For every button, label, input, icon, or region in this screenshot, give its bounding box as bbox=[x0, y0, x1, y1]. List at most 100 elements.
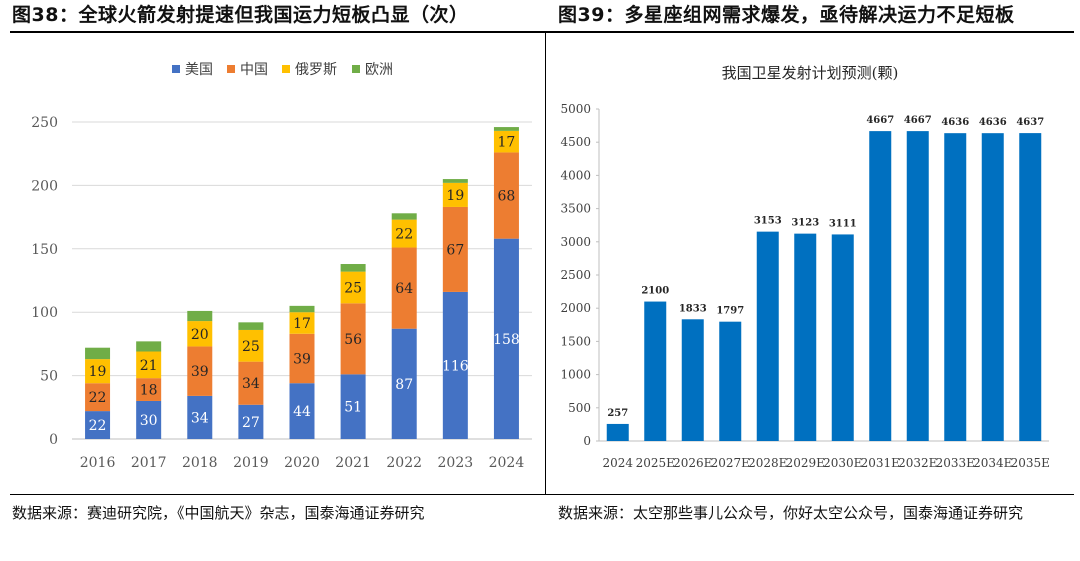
y-tick-label: 5000 bbox=[560, 102, 591, 116]
legend-swatch-europe bbox=[352, 65, 360, 73]
bar-segment-china bbox=[238, 361, 264, 405]
data-label-china: 39 bbox=[191, 364, 209, 380]
x-tick-label: 2019 bbox=[233, 455, 269, 471]
x-tick-label: 2020 bbox=[284, 455, 320, 471]
y-tick-label: 150 bbox=[31, 242, 58, 258]
data-label-china: 39 bbox=[293, 351, 311, 367]
y-tick-label: 1500 bbox=[560, 334, 591, 348]
data-label: 4667 bbox=[866, 115, 894, 126]
bar-segment-europe bbox=[85, 347, 111, 360]
legend-swatch-usa bbox=[172, 65, 180, 73]
data-label-russia: 21 bbox=[140, 358, 158, 374]
data-label-russia: 19 bbox=[446, 188, 464, 204]
data-label-china: 56 bbox=[344, 332, 362, 348]
bar-segment-china bbox=[493, 152, 519, 239]
data-label-usa: 27 bbox=[242, 415, 260, 431]
stacked-bar-chart-launches: 0501001502002502222192016301821201734392… bbox=[31, 62, 532, 471]
bar bbox=[831, 234, 854, 441]
bar bbox=[869, 131, 892, 441]
center-divider bbox=[545, 33, 546, 495]
bar-segment-europe bbox=[340, 264, 366, 272]
data-label: 257 bbox=[607, 408, 628, 419]
x-tick-label: 2025E bbox=[636, 456, 675, 470]
bar-segment-china bbox=[289, 333, 315, 384]
x-tick-label: 2021 bbox=[335, 455, 371, 471]
legend-label-usa: 美国 bbox=[185, 62, 213, 78]
bar-segment-china bbox=[85, 383, 111, 412]
bar-segment-usa bbox=[187, 395, 213, 439]
bar-segment-russia bbox=[289, 312, 315, 334]
bar bbox=[644, 301, 667, 441]
bar bbox=[906, 131, 929, 441]
x-tick-label: 2017 bbox=[131, 455, 167, 471]
y-tick-label: 4000 bbox=[560, 168, 591, 182]
bar-segment-usa bbox=[493, 238, 519, 439]
data-label: 3111 bbox=[829, 218, 857, 229]
data-label-usa: 34 bbox=[191, 410, 209, 426]
data-label-usa: 30 bbox=[140, 413, 158, 429]
data-label-usa: 22 bbox=[89, 418, 107, 434]
legend-label-europe: 欧洲 bbox=[365, 62, 393, 78]
bar-segment-russia bbox=[136, 351, 162, 379]
legend-swatch-russia bbox=[282, 65, 290, 73]
x-tick-label: 2022 bbox=[386, 455, 422, 471]
bar-segment-china bbox=[136, 378, 162, 401]
data-label-usa: 158 bbox=[493, 332, 520, 348]
data-label: 4636 bbox=[979, 117, 1007, 128]
data-label: 1797 bbox=[716, 306, 744, 317]
y-tick-label: 500 bbox=[568, 401, 591, 415]
data-label-russia: 25 bbox=[242, 339, 260, 355]
y-tick-label: 3500 bbox=[560, 202, 591, 216]
data-label-russia: 19 bbox=[89, 364, 107, 380]
bar-segment-europe bbox=[136, 341, 162, 352]
bar-segment-europe bbox=[391, 213, 417, 220]
y-tick-label: 2500 bbox=[560, 268, 591, 282]
x-tick-label: 2027E bbox=[711, 456, 750, 470]
y-tick-label: 0 bbox=[583, 434, 591, 448]
bar bbox=[719, 321, 742, 441]
data-label-china: 64 bbox=[395, 281, 413, 297]
bottom-rule bbox=[10, 494, 1074, 495]
x-tick-label: 2031E bbox=[861, 456, 900, 470]
data-label-russia: 17 bbox=[293, 316, 311, 332]
bar-segment-usa bbox=[238, 404, 264, 439]
data-label: 2100 bbox=[641, 286, 669, 297]
bar bbox=[606, 423, 629, 441]
x-tick-label: 2028E bbox=[748, 456, 787, 470]
bar-segment-russia bbox=[85, 359, 111, 384]
data-label-china: 34 bbox=[242, 376, 260, 392]
data-label-usa: 116 bbox=[442, 358, 469, 374]
chart-title: 我国卫星发射计划预测(颗) bbox=[722, 64, 899, 82]
bar bbox=[756, 231, 779, 441]
x-tick-label: 2026E bbox=[673, 456, 712, 470]
bar-segment-china bbox=[442, 206, 468, 292]
y-tick-label: 250 bbox=[31, 115, 58, 131]
bar-segment-usa bbox=[391, 328, 417, 439]
bar-segment-europe bbox=[442, 179, 468, 183]
y-tick-label: 0 bbox=[49, 432, 58, 448]
y-tick-label: 200 bbox=[31, 178, 58, 194]
bar-segment-europe bbox=[238, 322, 264, 330]
x-tick-label: 2035E bbox=[1011, 456, 1050, 470]
right-figure-title: 图39：多星座组网需求爆发，亟待解决运力不足短板 bbox=[558, 4, 1015, 26]
data-label: 4667 bbox=[904, 115, 932, 126]
data-label-russia: 20 bbox=[191, 327, 209, 343]
x-tick-label: 2030E bbox=[823, 456, 862, 470]
bar-segment-china bbox=[187, 346, 213, 396]
bar-segment-russia bbox=[238, 329, 264, 362]
bar-segment-russia bbox=[442, 182, 468, 207]
y-tick-label: 1000 bbox=[560, 368, 591, 382]
legend-label-china: 中国 bbox=[240, 62, 268, 78]
x-tick-label: 2029E bbox=[786, 456, 825, 470]
left-figure-title: 图38：全球火箭发射提速但我国运力短板凸显（次） bbox=[12, 4, 469, 26]
x-tick-label: 2032E bbox=[898, 456, 937, 470]
bar-segment-russia bbox=[391, 219, 417, 248]
x-tick-label: 2023 bbox=[438, 455, 474, 471]
data-label-usa: 87 bbox=[395, 377, 413, 393]
x-tick-label: 2033E bbox=[936, 456, 975, 470]
bar-segment-usa bbox=[85, 411, 111, 439]
bar-segment-china bbox=[391, 247, 417, 329]
data-label-china: 68 bbox=[498, 189, 516, 205]
x-tick-label: 2016 bbox=[80, 455, 116, 471]
bar-segment-europe bbox=[289, 305, 315, 313]
